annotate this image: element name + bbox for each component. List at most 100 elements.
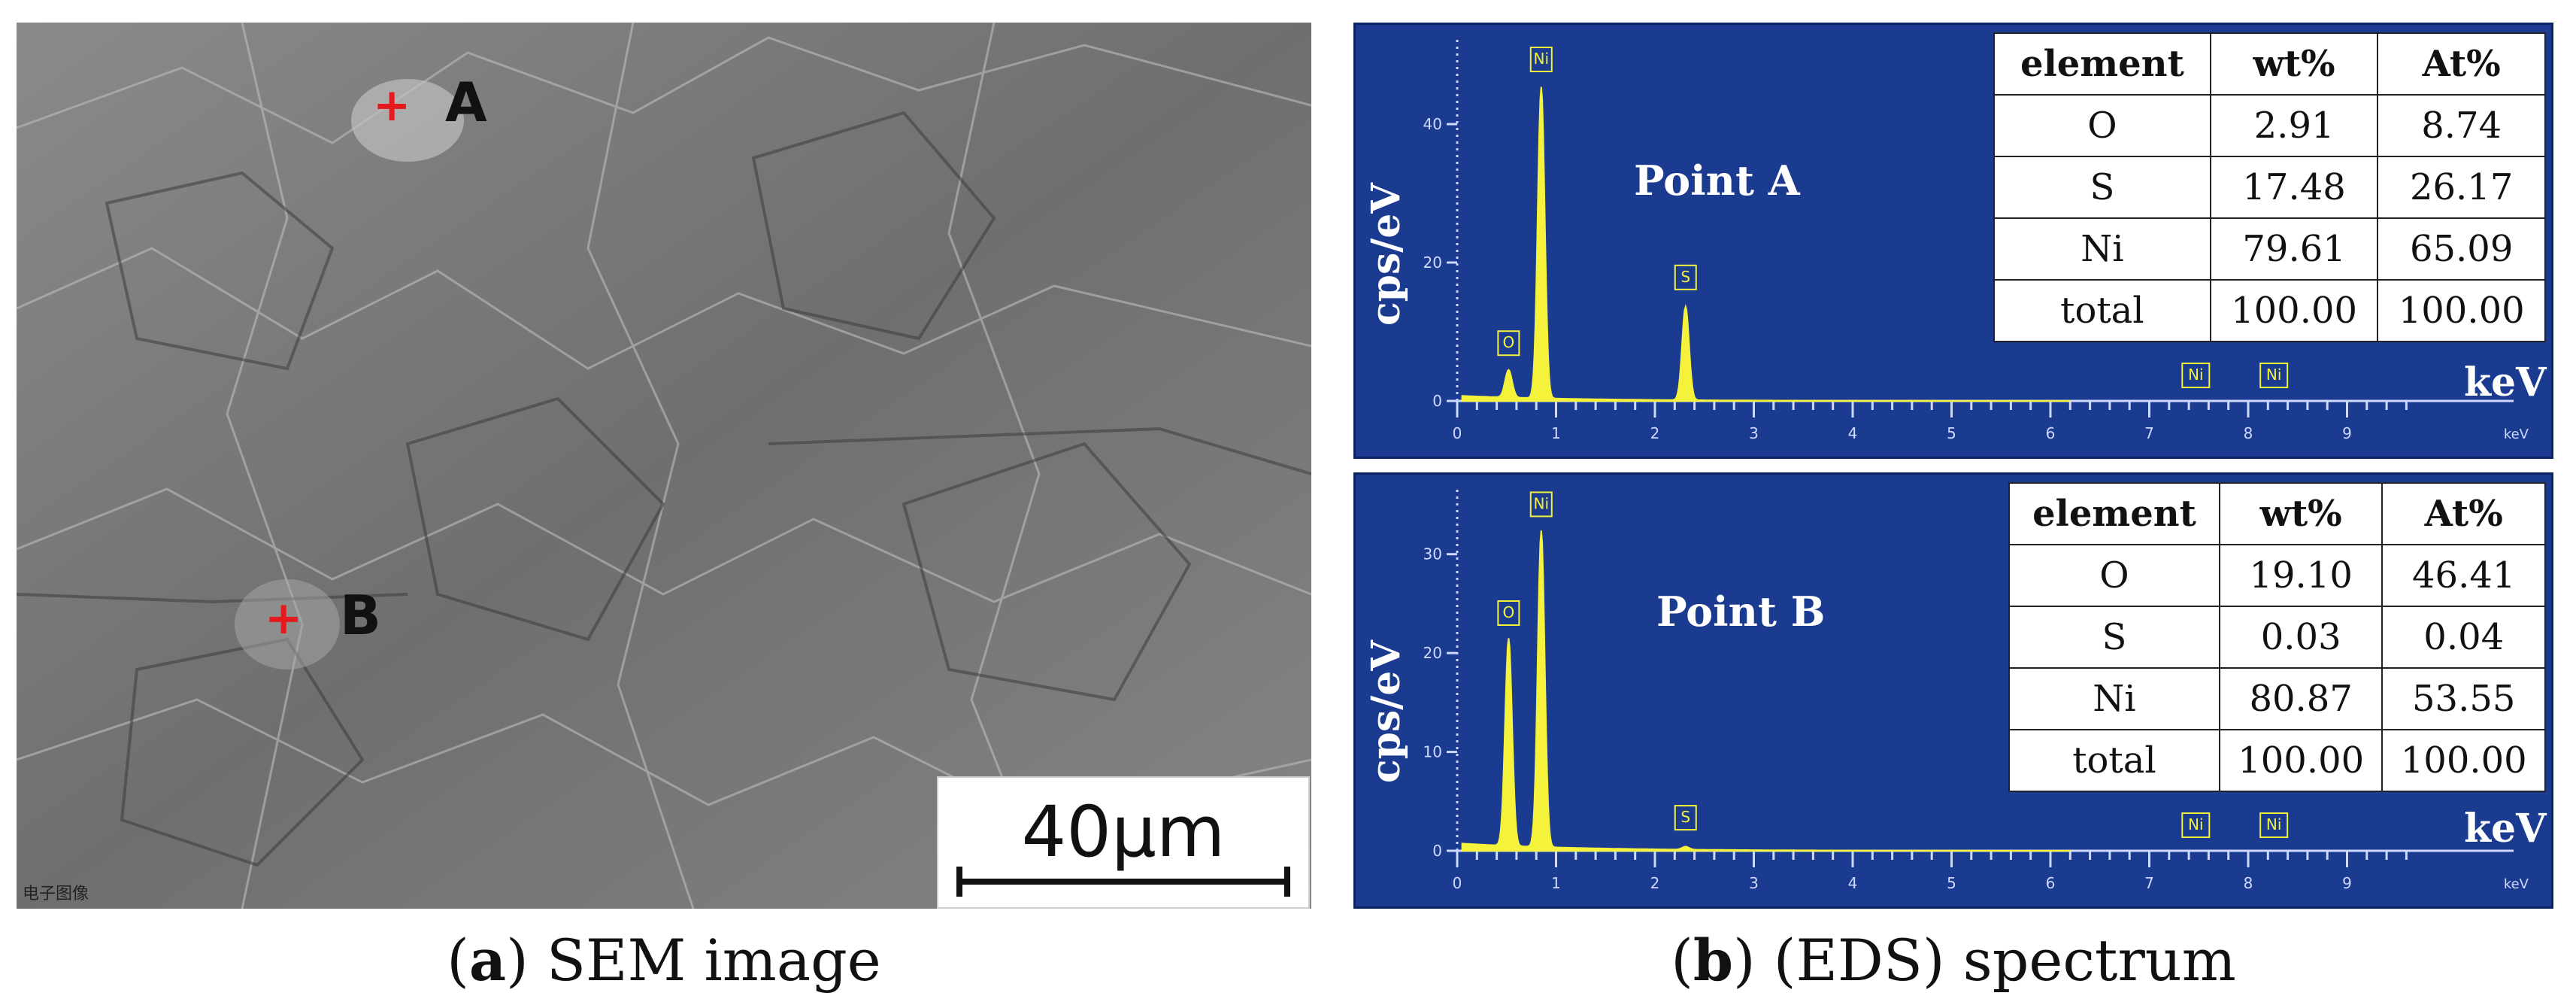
caption-a-text: SEM image [528,927,881,994]
scale-bar: 40μm [937,776,1310,909]
table-header-cell: element [2008,482,2220,545]
point-a-marker: + [373,79,411,132]
peak-label-ni: Ni [1529,47,1553,72]
point-title: Point A [1634,156,1800,205]
peak-label-text: S [1680,808,1690,826]
table-row: Ni 79.61 65.09 [1993,217,2546,281]
x-axis-label: keV [2464,806,2547,852]
x-tick-label: 5 [1947,874,1956,892]
line-marker-box [2259,363,2289,388]
table-cell: 19.10 [2218,544,2384,607]
line-marker-ni: Ni [2259,812,2289,838]
table-cell: 100.00 [2218,729,2384,792]
peak-label-o: O [1497,600,1520,626]
x-tick-label: 1 [1551,424,1561,442]
x-tick-label: 4 [1848,424,1858,442]
table-header-cell: wt% [2218,482,2384,545]
caption-a: (a) SEM image [447,927,881,994]
peak-label-box [1674,264,1697,290]
peak-label-s: S [1674,805,1697,831]
line-marker-box [2259,812,2289,838]
table-cell: 100.00 [2209,279,2379,342]
x-unit-small: keV [2504,427,2529,442]
point-title: Point B [1656,587,1826,636]
x-tick-label: 7 [2144,874,2154,892]
y-tick-label: 40 [1423,115,1442,133]
table-row: total 100.00 100.00 [2008,729,2546,792]
table-cell: 17.48 [2209,156,2379,219]
composition-table: element wt% At% O 19.10 46.41 S 0.03 0.04 Ni 80.87… [2008,482,2546,792]
peak-label-text: O [1503,333,1515,351]
scale-bar-tick-left [956,867,962,897]
table-header-cell: element [1993,32,2211,96]
line-marker-box [2181,812,2211,838]
table-cell: 53.55 [2381,667,2546,730]
x-tick-label: 6 [2046,874,2056,892]
table-cell: total [2008,729,2220,792]
line-marker-text: Ni [2266,815,2282,833]
y-tick-label: 30 [1423,545,1442,563]
peak-label-s: S [1674,264,1697,290]
peak-label-ni: Ni [1529,491,1553,518]
x-tick-label: 6 [2046,424,2056,442]
table-cell: 8.74 [2377,94,2546,157]
peak-label-text: Ni [1534,494,1550,512]
table-cell: 46.41 [2381,544,2546,607]
peak-label-text: S [1680,268,1690,286]
peak-label-o: O [1497,330,1520,357]
peak-label-box [1674,805,1697,831]
table-cell: total [1993,279,2211,342]
table-cell: 100.00 [2377,279,2546,342]
image-source-tag: 电子图像 [23,885,89,903]
x-tick-label: 0 [1453,424,1462,442]
x-tick-label: 5 [1947,424,1956,442]
line-marker-ni: Ni [2181,812,2211,838]
y-tick-label: 0 [1432,392,1442,410]
line-marker-text: Ni [2266,366,2282,384]
caption-a-letter: a [468,927,507,994]
table-cell: O [2008,544,2220,607]
table-header-cell: At% [2381,482,2546,545]
x-tick-label: 9 [2342,874,2352,892]
peak-label-box [1497,600,1520,626]
line-marker-text: Ni [2188,815,2204,833]
line-marker-ni: Ni [2181,363,2211,388]
x-tick-label: 8 [2244,424,2253,442]
x-tick-label: 3 [1749,424,1759,442]
table-cell: S [1993,156,2211,219]
table-cell: 65.09 [2377,217,2546,281]
scale-bar-label: 40μm [1021,791,1226,873]
x-tick-label: 7 [2144,424,2154,442]
table-row: S 0.03 0.04 [2008,606,2546,669]
table-row: total 100.00 100.00 [1993,279,2546,342]
line-marker-ni: Ni [2259,363,2289,388]
y-tick-label: 20 [1423,254,1442,272]
sem-image: + A + B 电子图像 40μm [17,23,1311,909]
point-b-marker: + [265,592,303,645]
x-tick-label: 3 [1749,874,1759,892]
composition-table: element wt% At% O 2.91 8.74 S 17.48 26.17 Ni 79.61… [1993,32,2546,342]
table-cell: 26.17 [2377,156,2546,219]
x-unit-small: keV [2504,876,2529,892]
peak-label-box [1529,47,1553,72]
x-axis-label: keV [2464,360,2547,405]
peak-label-box [1529,491,1553,518]
line-marker-box [2181,363,2211,388]
spectrum-trace [1461,87,2071,402]
table-cell: S [2008,606,2220,669]
scale-bar-tick-right [1284,867,1290,897]
table-header-cell: wt% [2209,32,2379,96]
x-tick-label: 2 [1650,424,1660,442]
table-cell: 0.04 [2381,606,2546,669]
spectrum-plot: 0 1 2 3 4 5 6 7 8 9 0 20 40 O Ni S Ni Ni keV [1423,40,2529,442]
table-row: O 19.10 46.41 [2008,544,2546,607]
y-axis-label: cps/eV [1363,640,1409,783]
line-marker-text: Ni [2188,366,2204,384]
x-tick-label: 9 [2342,424,2352,442]
scale-bar-line [956,879,1290,885]
table-cell: 80.87 [2218,667,2384,730]
y-tick-label: 10 [1423,743,1442,761]
y-tick-label: 0 [1432,842,1442,860]
